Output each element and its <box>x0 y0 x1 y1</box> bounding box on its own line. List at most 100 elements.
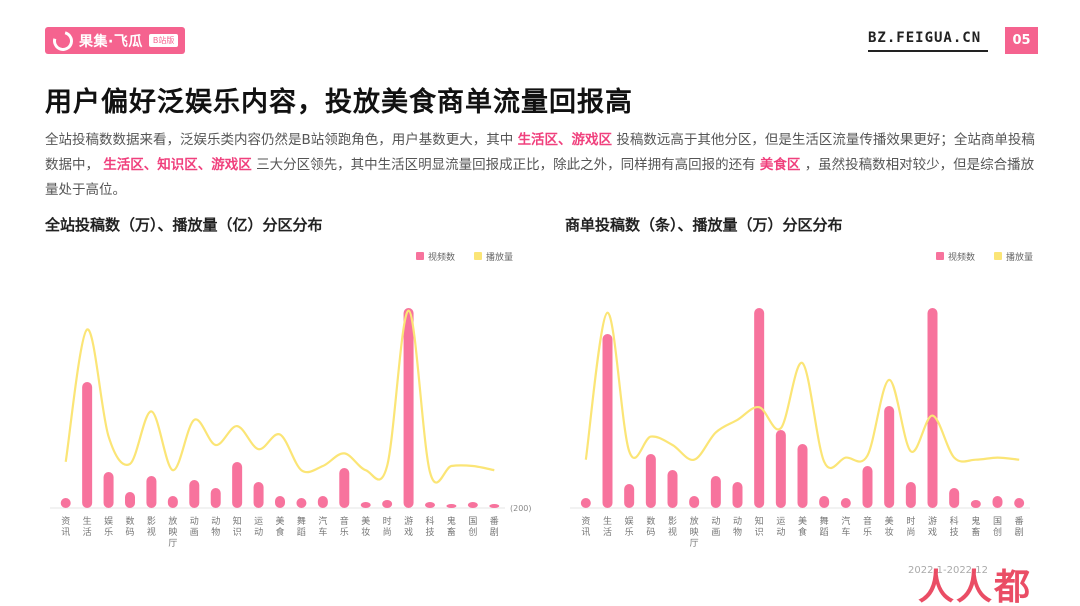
chart-0-tick-label-16: 游戏 <box>404 515 413 538</box>
chart-0-bar-17 <box>425 502 435 508</box>
chart-1-tick-label-4: 影视 <box>668 516 677 538</box>
chart-0-bar-0 <box>60 498 71 508</box>
desc-text-1: 全站投稿数数据来看，泛娱乐类内容仍然是B站领跑角色，用户基数更大，其中 <box>45 132 514 148</box>
chart-1-tick-label-19: 国创 <box>993 516 1002 538</box>
chart-1-bar-0 <box>580 498 591 508</box>
chart-0-bar-7 <box>210 488 221 508</box>
chart-1-bar-15 <box>905 482 916 508</box>
chart-0-bar-8 <box>232 462 243 508</box>
chart-0-tick-label-14: 美妆 <box>361 515 370 538</box>
chart-0-bar-14 <box>360 502 371 508</box>
chart-1-tick-label-18: 鬼畜 <box>971 515 980 538</box>
chart-1-bar-11 <box>819 496 830 508</box>
chart-1-bar-19 <box>992 496 1003 508</box>
chart-0-tick-label-4: 影视 <box>147 516 156 538</box>
chart-0-legend-swatch-1 <box>474 252 482 260</box>
chart-0-tick-label-15: 时尚 <box>383 515 392 538</box>
chart-0-bar-9 <box>253 482 264 508</box>
chart-1-tick-label-7: 动物 <box>733 516 742 538</box>
chart-title-left: 全站投稿数（万）、播放量（亿）分区分布 <box>45 216 323 234</box>
brand-logo: 果集·飞瓜 B站版 <box>45 26 185 55</box>
chart-0-bar-18 <box>446 504 457 508</box>
chart-1-legend-swatch-1 <box>994 252 1002 260</box>
chart-1-bar-13 <box>862 466 873 508</box>
chart-1-bar-12 <box>840 498 851 508</box>
chart-1-bar-18 <box>970 500 981 508</box>
page-title: 用户偏好泛娱乐内容，投放美食商单流量回报高 <box>45 87 633 118</box>
chart-0-tick-label-13: 音乐 <box>340 515 349 538</box>
desc-text-4: ，虽然投稿数相对较少，但是综合播放量处于高位。 <box>45 157 1035 198</box>
chart-0-bar-1 <box>82 382 93 508</box>
chart-0-legend-label-0: 视频数 <box>428 251 455 263</box>
chart-0-bar-4 <box>146 476 157 508</box>
chart-0-tick-label-2: 娱乐 <box>104 515 113 538</box>
desc-text-3: 三大分区领先，其中生活区明显流量回报成正比，除此之外，同样拥有高回报的还有 <box>256 157 756 173</box>
chart-1-bar-3 <box>645 454 656 508</box>
chart-1-bar-17 <box>949 488 960 508</box>
chart-0-tick-label-18: 鬼畜 <box>447 515 456 538</box>
chart-1-tick-label-15: 时尚 <box>906 515 915 538</box>
chart-1-bar-16 <box>927 308 938 508</box>
chart-0-tick-label-10: 美食 <box>275 515 284 538</box>
description: 全站投稿数数据来看，泛娱乐类内容仍然是B站领跑角色，用户基数更大，其中 生活区、… <box>45 128 1035 203</box>
chart-1-bar-14 <box>884 406 895 508</box>
desc-text-2: 投稿数远高于其他分区，但是生活区流量传播效果更好；全站商单投稿数据中， <box>45 132 1035 173</box>
chart-1-legend-swatch-0 <box>936 252 944 260</box>
desc-highlight-1: 生活区、游戏区 <box>517 132 613 148</box>
chart-1-tick-label-0: 资讯 <box>581 516 590 538</box>
chart-1-tick-label-1: 生活 <box>603 515 612 538</box>
chart-0-bar-3 <box>125 492 135 508</box>
chart-0-bar-15 <box>382 500 393 508</box>
brand-name: 果集·飞瓜 <box>79 33 143 50</box>
chart-0-tick-label-0: 资讯 <box>61 516 70 538</box>
chart-0-tick-label-12: 汽车 <box>318 515 327 538</box>
chart-0-line-plays <box>64 309 495 484</box>
chart-0-bar-5 <box>167 496 178 508</box>
chart-1-tick-label-10: 美食 <box>798 515 807 538</box>
chart-0-bar-6 <box>189 480 200 508</box>
chart-0-bar-11 <box>296 498 307 508</box>
chart-1-tick-label-2: 娱乐 <box>625 515 634 538</box>
chart-1-legend-label-1: 播放量 <box>1006 251 1033 263</box>
footer-note: 2022.1-2022.12 <box>908 565 988 576</box>
chart-1-bar-5 <box>689 496 700 508</box>
chart-0-bar-13 <box>339 468 350 508</box>
chart-1-tick-label-13: 音乐 <box>863 515 872 538</box>
chart-0-tick-label-11: 舞蹈 <box>297 516 306 538</box>
chart-title-right: 商单投稿数（条）、播放量（万）分区分布 <box>565 216 843 234</box>
chart-1-tick-label-12: 汽车 <box>841 515 850 538</box>
page-number: 05 <box>1005 27 1038 54</box>
chart-0-annotation: (200) <box>510 504 532 513</box>
chart-0-tick-label-7: 动物 <box>211 516 220 538</box>
chart-1-bar-9 <box>775 430 786 508</box>
chart-1-bar-7 <box>732 482 743 508</box>
chart-1-tick-label-8: 知识 <box>755 515 764 538</box>
site-url[interactable]: BZ.FEIGUA.CN <box>868 30 988 52</box>
chart-0-bar-20 <box>489 504 500 508</box>
chart-0-bar-16 <box>403 308 414 508</box>
chart-1-bar-10 <box>797 444 808 508</box>
chart-1-tick-label-17: 科技 <box>950 515 959 538</box>
chart-1-bar-20 <box>1014 498 1025 508</box>
chart-0-tick-label-9: 运动 <box>254 516 263 538</box>
chart-1-tick-label-9: 运动 <box>776 516 785 538</box>
chart-0-legend-label-1: 播放量 <box>486 251 513 263</box>
chart-0-tick-label-3: 数码 <box>125 515 134 538</box>
chart-0-bar-2 <box>103 472 114 508</box>
chart-1-line-plays <box>584 311 1020 470</box>
chart-1-tick-label-3: 数码 <box>646 515 655 538</box>
desc-highlight-3: 美食区 <box>759 157 801 173</box>
chart-1-bar-2 <box>624 484 635 508</box>
watermark: 人人都 <box>918 567 1033 606</box>
chart-1-tick-label-6: 动画 <box>711 516 720 538</box>
chart-0-tick-label-6: 动画 <box>190 516 199 538</box>
chart-0-tick-label-17: 科技 <box>425 515 434 538</box>
chart-0-bar-10 <box>275 496 285 508</box>
chart-0-tick-label-8: 知识 <box>233 515 242 538</box>
desc-highlight-2: 生活区、知识区、游戏区 <box>103 157 252 173</box>
chart-1-tick-label-14: 美妆 <box>885 515 894 538</box>
chart-0-tick-label-5: 放映厅 <box>168 515 177 549</box>
chart-0-bar-12 <box>317 496 328 508</box>
chart-1-tick-label-11: 舞蹈 <box>820 516 829 538</box>
